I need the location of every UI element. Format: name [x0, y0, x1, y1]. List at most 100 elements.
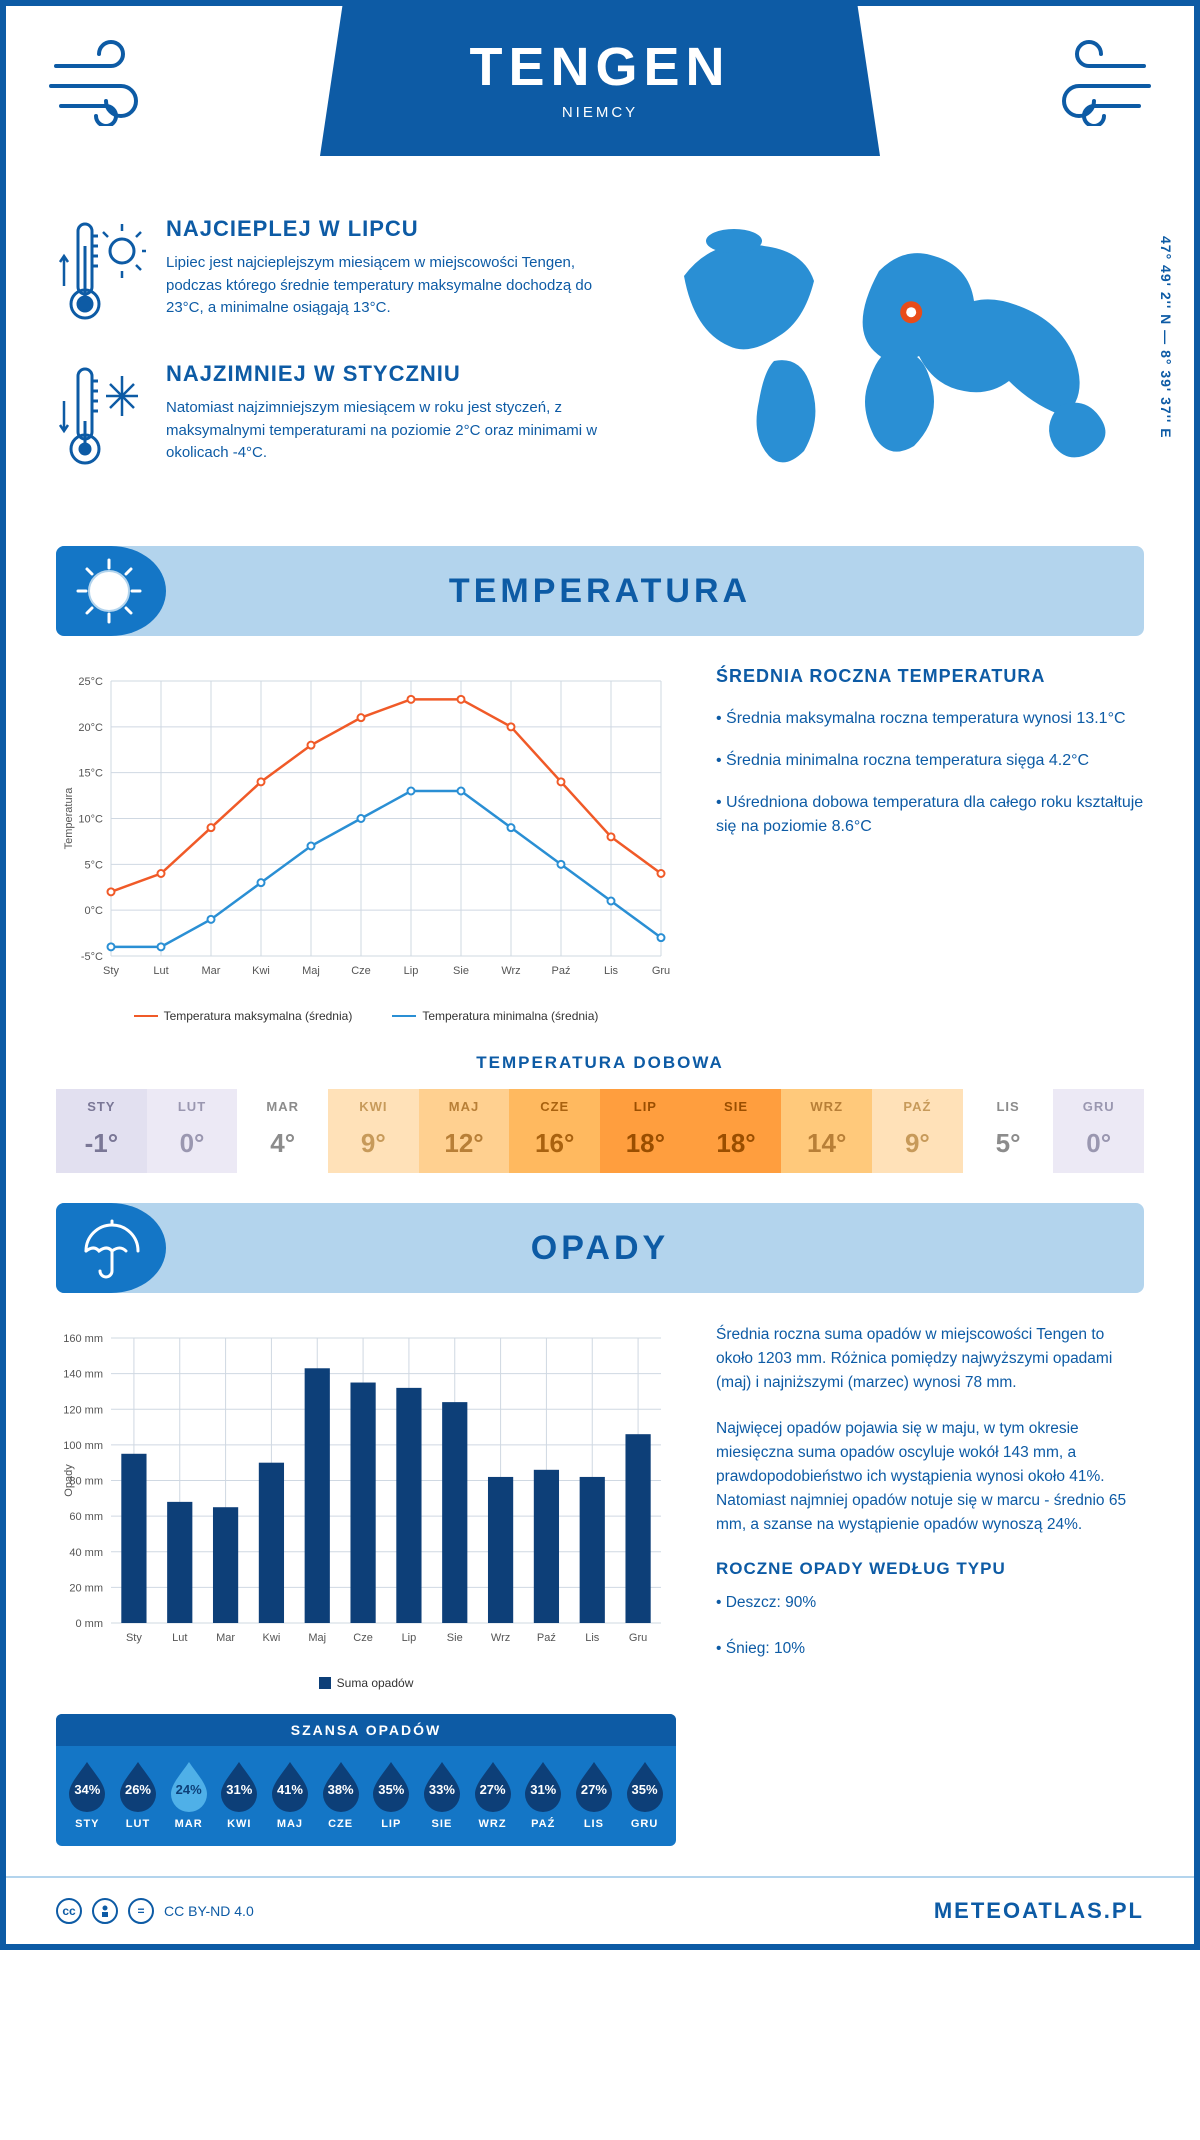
chance-month: LUT	[116, 1818, 160, 1830]
daily-cell: WRZ14°	[781, 1089, 872, 1173]
daily-cell: LUT0°	[147, 1089, 238, 1173]
chance-value: 38%	[319, 1782, 363, 1797]
daily-month: KWI	[328, 1089, 419, 1120]
chance-value: 35%	[623, 1782, 667, 1797]
nd-icon: =	[128, 1898, 154, 1924]
chance-value: 31%	[217, 1782, 261, 1797]
chance-value: 33%	[420, 1782, 464, 1797]
intro-section: NAJCIEPLEJ W LIPCU Lipiec jest najcieple…	[56, 216, 1144, 506]
precip-text: Średnia roczna suma opadów w miejscowośc…	[716, 1323, 1144, 1846]
daily-month: WRZ	[781, 1089, 872, 1120]
svg-text:140 mm: 140 mm	[63, 1369, 103, 1381]
warmest-block: NAJCIEPLEJ W LIPCU Lipiec jest najcieple…	[56, 216, 624, 331]
svg-text:Mar: Mar	[202, 965, 221, 977]
daily-value: 9°	[872, 1120, 963, 1173]
chance-month: LIS	[572, 1818, 616, 1830]
chance-drop: 31% PAŹ	[521, 1760, 565, 1830]
daily-month: SIE	[691, 1089, 782, 1120]
daily-month: LIP	[600, 1089, 691, 1120]
temp-legend: Temperatura maksymalna (średnia) Tempera…	[56, 1009, 676, 1023]
warmest-text: Lipiec jest najcieplejszym miesiącem w m…	[166, 252, 624, 320]
precip-p2: Najwięcej opadów pojawia się w maju, w t…	[716, 1417, 1144, 1537]
chance-month: SIE	[420, 1818, 464, 1830]
svg-text:Cze: Cze	[351, 965, 371, 977]
daily-value: 9°	[328, 1120, 419, 1173]
coldest-title: NAJZIMNIEJ W STYCZNIU	[166, 361, 624, 387]
svg-text:Gru: Gru	[652, 965, 670, 977]
temp-stats: ŚREDNIA ROCZNA TEMPERATURA • Średnia mak…	[716, 666, 1144, 1023]
precipitation-chart: 0 mm20 mm40 mm60 mm80 mm100 mm120 mm140 …	[56, 1323, 676, 1690]
daily-value: -1°	[56, 1120, 147, 1173]
chance-value: 31%	[521, 1782, 565, 1797]
svg-text:60 mm: 60 mm	[69, 1511, 103, 1523]
chance-drop: 24%MAR	[167, 1760, 211, 1830]
daily-value: 12°	[419, 1120, 510, 1173]
precip-type-title: ROCZNE OPADY WEDŁUG TYPU	[716, 1559, 1144, 1579]
svg-text:25°C: 25°C	[78, 676, 103, 688]
world-map-icon	[664, 216, 1144, 476]
svg-text:20 mm: 20 mm	[69, 1582, 103, 1594]
svg-text:Sie: Sie	[447, 1632, 463, 1644]
daily-value: 0°	[147, 1120, 238, 1173]
svg-text:Kwi: Kwi	[263, 1632, 281, 1644]
temp-stats-title: ŚREDNIA ROCZNA TEMPERATURA	[716, 666, 1144, 687]
daily-cell: MAJ12°	[419, 1089, 510, 1173]
svg-text:Sie: Sie	[453, 965, 469, 977]
world-map-container: 47° 49' 2'' N — 8° 39' 37'' E	[664, 216, 1144, 506]
daily-month: MAJ	[419, 1089, 510, 1120]
chance-drop: 33% SIE	[420, 1760, 464, 1830]
svg-text:Paź: Paź	[552, 965, 571, 977]
title-banner: TENGEN NIEMCY	[320, 6, 880, 156]
daily-cell: SIE18°	[691, 1089, 782, 1173]
svg-text:Sty: Sty	[126, 1632, 142, 1644]
chance-value: 35%	[369, 1782, 413, 1797]
daily-cell: CZE16°	[509, 1089, 600, 1173]
svg-text:Maj: Maj	[308, 1632, 326, 1644]
precip-type-line: • Deszcz: 90%	[716, 1591, 1144, 1615]
thermometer-sun-icon	[56, 216, 146, 331]
svg-text:20°C: 20°C	[78, 722, 103, 734]
daily-month: LUT	[147, 1089, 238, 1120]
chance-month: CZE	[319, 1818, 363, 1830]
svg-text:Lut: Lut	[153, 965, 168, 977]
daily-value: 18°	[691, 1120, 782, 1173]
svg-text:Maj: Maj	[302, 965, 320, 977]
chance-drop: 27%WRZ	[471, 1760, 515, 1830]
svg-text:Wrz: Wrz	[491, 1632, 510, 1644]
svg-text:Sty: Sty	[103, 965, 119, 977]
daily-temp-table: STY-1°LUT0°MAR4°KWI9°MAJ12°CZE16°LIP18°S…	[56, 1089, 1144, 1173]
svg-text:Kwi: Kwi	[252, 965, 270, 977]
daily-cell: LIS5°	[963, 1089, 1054, 1173]
cc-icon: cc	[56, 1898, 82, 1924]
precip-chance-box: SZANSA OPADÓW 34%STY26%LUT24%MAR31%KWI41…	[56, 1714, 676, 1846]
section-header-temperature: TEMPERATURA	[56, 546, 1144, 636]
chance-drop: 35%GRU	[623, 1760, 667, 1830]
chance-month: WRZ	[471, 1818, 515, 1830]
svg-text:0°C: 0°C	[85, 905, 104, 917]
chance-month: PAŹ	[521, 1818, 565, 1830]
daily-cell: PAŹ9°	[872, 1089, 963, 1173]
svg-text:5°C: 5°C	[85, 859, 104, 871]
svg-text:Opady: Opady	[63, 1464, 75, 1497]
temp-stat-line: • Uśredniona dobowa temperatura dla całe…	[716, 791, 1144, 839]
thermometer-snow-icon	[56, 361, 146, 476]
chance-title: SZANSA OPADÓW	[56, 1714, 676, 1746]
daily-cell: LIP18°	[600, 1089, 691, 1173]
svg-text:Paź: Paź	[537, 1632, 556, 1644]
temp-stat-line: • Średnia minimalna roczna temperatura s…	[716, 749, 1144, 773]
chance-month: KWI	[217, 1818, 261, 1830]
daily-value: 14°	[781, 1120, 872, 1173]
svg-text:15°C: 15°C	[78, 768, 103, 780]
wind-icon-left	[46, 36, 156, 142]
chance-value: 41%	[268, 1782, 312, 1797]
page: TENGEN NIEMCY NAJCIEPLEJ W LIPCU Lipiec …	[0, 0, 1200, 1950]
chance-drop: 38% CZE	[319, 1760, 363, 1830]
svg-text:Wrz: Wrz	[501, 965, 520, 977]
svg-text:40 mm: 40 mm	[69, 1547, 103, 1559]
daily-value: 18°	[600, 1120, 691, 1173]
umbrella-icon	[74, 1213, 144, 1288]
svg-text:160 mm: 160 mm	[63, 1333, 103, 1345]
chance-value: 27%	[572, 1782, 616, 1797]
svg-text:10°C: 10°C	[78, 814, 103, 826]
daily-month: LIS	[963, 1089, 1054, 1120]
